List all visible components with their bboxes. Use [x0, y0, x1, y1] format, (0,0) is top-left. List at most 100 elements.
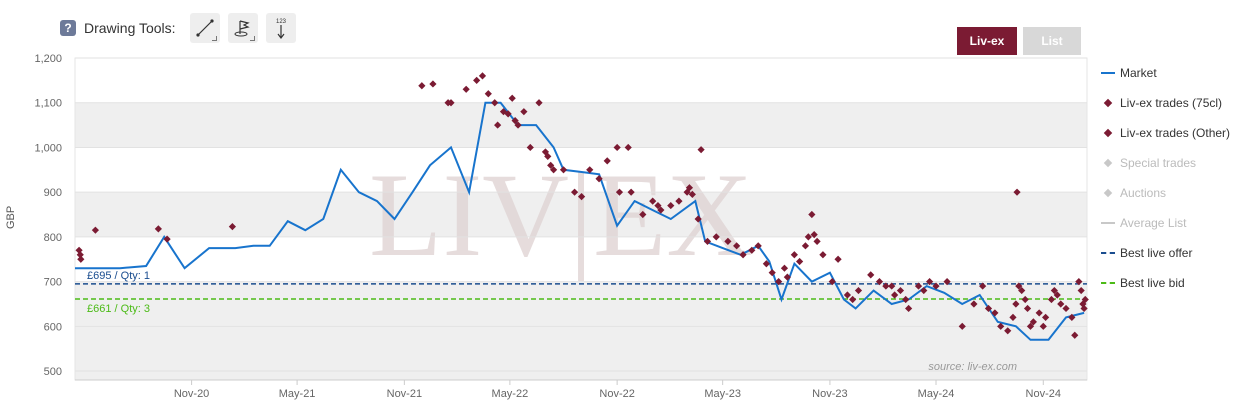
- trade-point: [1021, 295, 1029, 304]
- trade-point: [796, 257, 804, 266]
- trade-point: [627, 188, 635, 196]
- trade-point: [697, 146, 705, 154]
- legend-line-icon: [1100, 72, 1116, 74]
- legend-item[interactable]: Liv-ex trades (75cl): [1100, 88, 1247, 118]
- submenu-corner-icon: [211, 36, 217, 41]
- trade-point: [447, 99, 455, 107]
- reference-line-label: £661 / Qty: 3: [87, 303, 150, 315]
- trade-point: [932, 282, 940, 290]
- legend-item[interactable]: Market: [1100, 58, 1247, 88]
- help-icon[interactable]: ?: [60, 20, 76, 36]
- trade-point: [514, 121, 522, 129]
- trade-point: [991, 309, 999, 317]
- legend-item[interactable]: Special trades: [1100, 148, 1247, 178]
- trade-point: [520, 108, 528, 116]
- y-tick-label: 1,000: [34, 142, 62, 154]
- trendline-tool-button[interactable]: [189, 13, 220, 43]
- flag-icon: [234, 20, 250, 37]
- trade-point: [762, 260, 770, 268]
- trade-point: [1004, 327, 1012, 335]
- x-tick-label: May-22: [492, 388, 529, 400]
- trade-point: [905, 304, 913, 313]
- trade-point: [654, 201, 662, 210]
- trade-point: [1077, 286, 1085, 295]
- measure-label: 123: [276, 19, 287, 25]
- trade-point: [843, 291, 852, 299]
- trade-point: [1023, 304, 1032, 313]
- trade-point: [685, 184, 694, 192]
- x-tick-label: Nov-22: [599, 388, 634, 400]
- flag-tool-button[interactable]: [227, 13, 258, 43]
- x-tick-label: Nov-23: [812, 388, 847, 400]
- trade-point: [499, 108, 508, 116]
- legend-item[interactable]: Auctions: [1100, 178, 1247, 208]
- legend-label: Average List: [1120, 216, 1187, 230]
- legend-label: Special trades: [1120, 156, 1197, 170]
- y-tick-label: 500: [44, 366, 62, 378]
- trade-point: [780, 264, 789, 272]
- legend-label: Auctions: [1120, 186, 1167, 200]
- trade-point: [1042, 313, 1050, 321]
- trade-point: [1071, 331, 1079, 339]
- trade-point: [586, 166, 594, 174]
- trade-point: [577, 193, 586, 201]
- trade-point: [508, 94, 516, 102]
- trade-point: [854, 286, 863, 295]
- trade-point: [163, 235, 171, 243]
- tab-livex[interactable]: Liv-ex: [957, 27, 1017, 55]
- legend-item[interactable]: Liv-ex trades (Other): [1100, 118, 1247, 148]
- trade-point: [1018, 286, 1026, 295]
- x-axis: Nov-20 May-21 Nov-21 May-22 Nov-22 May-23 Nov-…: [75, 379, 1087, 400]
- watermark: LIV|EX: [369, 148, 753, 281]
- drawing-toolbar: ? Drawing Tools: 123: [60, 12, 296, 44]
- x-tick-label: Nov-21: [387, 388, 422, 400]
- trade-point: [914, 282, 923, 290]
- trade-point: [902, 295, 910, 304]
- trade-point: [154, 225, 162, 233]
- trade-point: [828, 278, 836, 286]
- trade-point: [688, 190, 696, 199]
- tab-list[interactable]: List: [1023, 27, 1081, 55]
- y-tick-label: 600: [44, 321, 62, 333]
- trade-point: [541, 148, 550, 156]
- trade-point: [984, 304, 993, 313]
- legend-line-icon: [1100, 222, 1116, 224]
- trade-point: [703, 237, 712, 245]
- trade-point: [649, 197, 657, 205]
- y-axis: 500 600 700 800 900 1,000 1,100 1,200: [34, 53, 1087, 378]
- trade-point: [526, 143, 534, 152]
- trade-point: [724, 237, 732, 245]
- trade-point: [804, 233, 812, 241]
- trade-point: [1081, 295, 1089, 304]
- trade-point: [882, 282, 890, 290]
- plot-bands: [74, 57, 1088, 381]
- trade-point: [667, 201, 675, 210]
- legend-item[interactable]: Best live bid: [1100, 268, 1247, 298]
- legend-diamond-icon: [1100, 188, 1116, 198]
- trade-point: [768, 269, 776, 277]
- trade-point: [888, 282, 896, 290]
- trade-point: [511, 117, 519, 125]
- trade-point: [810, 231, 818, 239]
- trade-point: [979, 282, 987, 290]
- trade-point: [1075, 278, 1083, 286]
- trade-point: [790, 251, 798, 259]
- trade-point: [867, 271, 875, 279]
- legend-item[interactable]: Best live offer: [1100, 238, 1247, 268]
- trendline-icon: [195, 19, 214, 37]
- trade-point: [1057, 300, 1065, 308]
- y-tick-label: 800: [44, 232, 62, 244]
- submenu-corner-icon: [249, 36, 255, 41]
- trade-point: [1035, 309, 1043, 317]
- trade-point: [484, 90, 492, 98]
- trade-point: [1013, 188, 1021, 196]
- plot-band: [75, 102, 1087, 148]
- trade-point: [570, 188, 579, 196]
- measure-tool-button[interactable]: 123: [265, 13, 296, 43]
- trade-point: [813, 237, 821, 245]
- trade-point: [615, 188, 624, 196]
- trade-point: [595, 175, 603, 183]
- legend-item[interactable]: Average List: [1100, 208, 1247, 238]
- trade-point: [1015, 282, 1023, 290]
- trade-point: [613, 143, 621, 152]
